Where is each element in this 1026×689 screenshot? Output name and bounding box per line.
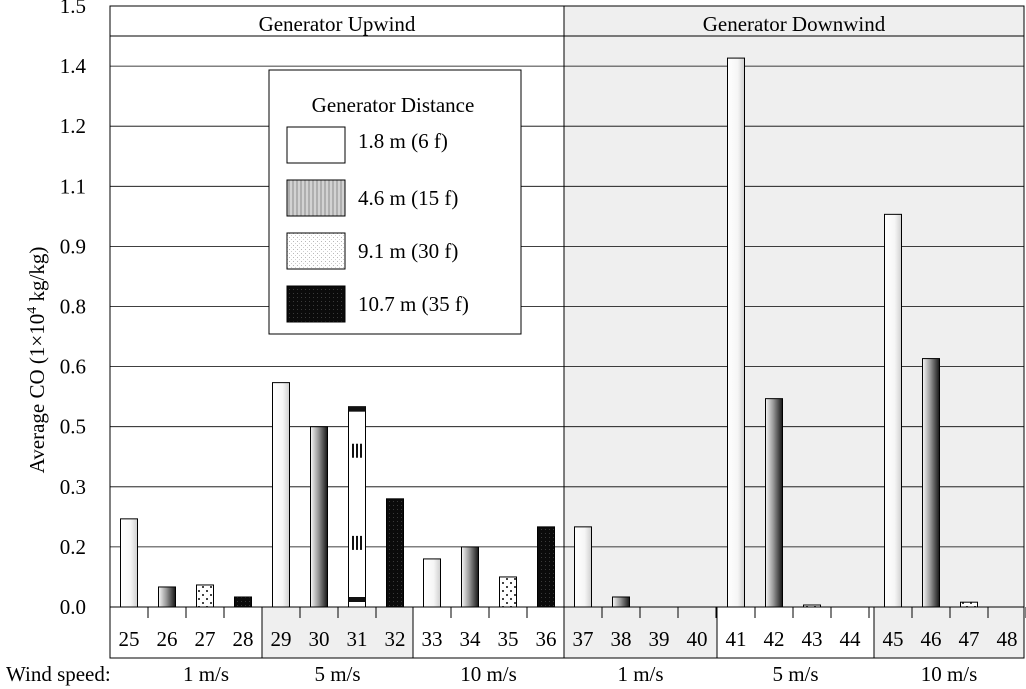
- bar-31-mark: [352, 443, 354, 458]
- bar-run-33: [423, 558, 441, 608]
- y-tick-label: 1.5: [60, 0, 86, 18]
- y-tick-label: 1.1: [60, 174, 86, 198]
- run-label: 39: [649, 627, 670, 651]
- run-label: 45: [883, 627, 904, 651]
- legend-label-4.6m: 4.6 m (15 f): [358, 186, 458, 210]
- y-tick-label: 0.5: [60, 415, 86, 439]
- run-label: 40: [687, 627, 708, 651]
- wind-speed-label: 10 m/s: [460, 662, 517, 686]
- run-label: 43: [802, 627, 823, 651]
- bar-run-32: [386, 498, 404, 608]
- legend-title: Generator Distance: [312, 93, 475, 117]
- run-label: 28: [233, 627, 254, 651]
- bar-run-25: [120, 518, 138, 608]
- run-labels: 25 26 27 28 29 30 31 32 33 34 35 36 37 38 39 40 41 42 43 44…: [109, 606, 1026, 659]
- run-label: 38: [611, 627, 632, 651]
- y-tick-label: 0.8: [60, 295, 86, 319]
- bar-run-34: [461, 546, 479, 608]
- y-axis-title: Average CO (1×104 kg/kg): [25, 247, 49, 474]
- y-gridlines: [110, 65, 1024, 548]
- panel-title-downwind: Generator Downwind: [703, 12, 886, 36]
- bar-run-28: [234, 596, 252, 608]
- run-label: 35: [498, 627, 519, 651]
- bar-run-46: [922, 358, 940, 608]
- bar-run-29: [272, 382, 290, 608]
- bar-run-41: [727, 57, 745, 608]
- bar-run-30: [310, 426, 328, 608]
- panel-title-upwind: Generator Upwind: [259, 12, 416, 36]
- y-axis-title-suffix: kg/kg): [25, 247, 49, 307]
- bar-31-mark: [356, 443, 358, 458]
- run-group-box: [873, 606, 1025, 659]
- legend-label-10.7m: 10.7 m (35 f): [358, 292, 469, 316]
- bar-31-mark: [360, 535, 362, 550]
- run-label: 32: [385, 627, 406, 651]
- bars: [120, 57, 978, 608]
- bar-run-31: [348, 406, 366, 608]
- bar-run-26: [158, 586, 176, 608]
- legend-swatch-1.8m: [286, 126, 346, 164]
- bar-31-cap: [348, 406, 366, 412]
- legend-swatch-4.6m: [286, 179, 346, 217]
- run-label: 48: [997, 627, 1018, 651]
- run-label: 37: [573, 627, 594, 651]
- run-label: 29: [271, 627, 292, 651]
- wind-speed-label: 5 m/s: [314, 662, 360, 686]
- legend: Generator Distance 1.8 m (6 f) 4.6 m (15…: [268, 69, 522, 335]
- wind-speed-label: 1 m/s: [183, 662, 229, 686]
- legend-label-1.8m: 1.8 m (6 f): [358, 129, 448, 153]
- y-tick-label: 0.6: [60, 355, 86, 379]
- bar-31-base: [348, 597, 366, 602]
- run-label: 41: [726, 627, 747, 651]
- y-axis-title-exponent: 4: [25, 307, 40, 314]
- run-label: 46: [921, 627, 942, 651]
- run-label: 36: [536, 627, 557, 651]
- run-label: 26: [157, 627, 178, 651]
- wind-speed-prefix: Wind speed:: [6, 662, 111, 686]
- bar-31-mark: [352, 535, 354, 550]
- bar-run-36: [537, 526, 555, 608]
- wind-speed-label: 5 m/s: [772, 662, 818, 686]
- run-label: 27: [195, 627, 216, 651]
- bar-31-mark: [356, 535, 358, 550]
- run-label: 30: [309, 627, 330, 651]
- y-tick-label: 1.2: [60, 114, 86, 138]
- bar-run-37: [574, 526, 592, 608]
- wind-speed-label: 1 m/s: [617, 662, 663, 686]
- bar-run-38: [612, 596, 630, 608]
- bar-run-45: [884, 213, 902, 608]
- y-tick-label: 0.2: [60, 535, 86, 559]
- y-tick-label: 0.9: [60, 234, 86, 258]
- y-tick-label: 1.4: [60, 54, 87, 78]
- run-label: 42: [764, 627, 785, 651]
- wind-speed-labels: Wind speed: 1 m/s 5 m/s 10 m/s 1 m/s 5 m/s 10…: [6, 662, 977, 686]
- legend-swatch-10.7m: [286, 285, 346, 323]
- bar-run-27: [196, 584, 214, 608]
- run-label: 33: [422, 627, 443, 651]
- run-label: 25: [119, 627, 140, 651]
- bar-run-42: [765, 398, 783, 608]
- run-label: 31: [347, 627, 368, 651]
- legend-swatch-9.1m: [286, 232, 346, 270]
- bar-run-47: [960, 601, 978, 608]
- y-tick-label: 0.3: [60, 475, 86, 499]
- y-axis: 0.0 0.2 0.3 0.5 0.6 0.8 0.9 1.1 1.2 1.4 1.5: [60, 0, 87, 619]
- y-axis-title-prefix: Average CO (1×10: [25, 314, 49, 474]
- run-label: 34: [460, 627, 482, 651]
- bar-run-35: [499, 576, 517, 608]
- y-tick-label: 0.0: [60, 595, 86, 619]
- run-label: 44: [840, 627, 862, 651]
- bar-31-mark: [360, 443, 362, 458]
- wind-speed-label: 10 m/s: [921, 662, 978, 686]
- legend-label-9.1m: 9.1 m (30 f): [358, 239, 458, 263]
- run-group-box: [716, 606, 875, 659]
- run-label: 47: [959, 627, 980, 651]
